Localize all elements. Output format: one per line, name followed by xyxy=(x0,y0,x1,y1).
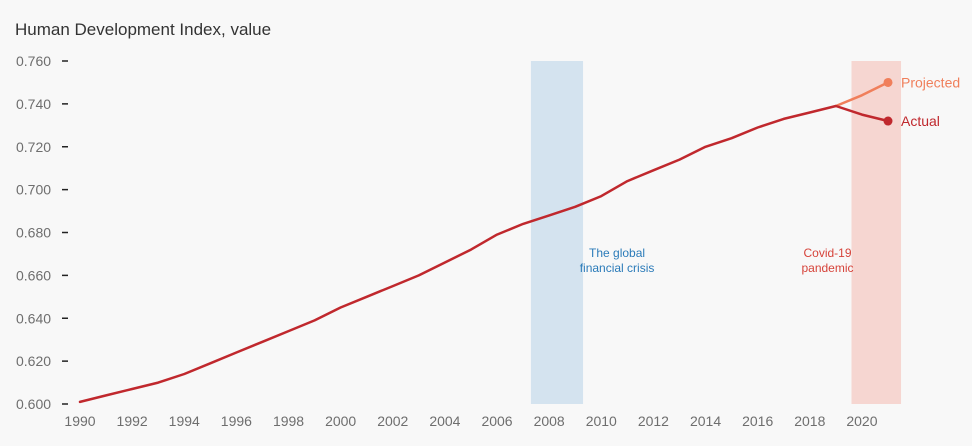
covid-pandemic-label-line: Covid-19 xyxy=(803,246,851,260)
x-tick-label: 1990 xyxy=(64,413,95,429)
x-tick-label: 2008 xyxy=(534,413,565,429)
x-tick-label: 2002 xyxy=(377,413,408,429)
projected-series-line xyxy=(834,81,890,108)
projected-legend-label: Projected xyxy=(901,74,960,90)
x-tick-label: 2018 xyxy=(794,413,825,429)
x-tick-label: 1996 xyxy=(221,413,252,429)
financial-crisis-label-line: financial crisis xyxy=(580,261,655,275)
y-tick-label: 0.640 xyxy=(16,310,51,326)
x-tick-label: 2016 xyxy=(742,413,773,429)
x-tick-label: 1992 xyxy=(117,413,148,429)
projected-end-point xyxy=(883,77,893,87)
y-tick-label: 0.760 xyxy=(16,53,51,69)
y-tick-label: 0.720 xyxy=(16,139,51,155)
x-tick-label: 2010 xyxy=(586,413,617,429)
y-tick-label: 0.620 xyxy=(16,353,51,369)
x-tick-label: 1994 xyxy=(169,413,200,429)
covid-pandemic-label-line: pandemic xyxy=(801,261,853,275)
x-tick-label: 2006 xyxy=(481,413,512,429)
financial-crisis-label-line: The global xyxy=(589,246,645,260)
actual-series-line xyxy=(78,104,890,404)
x-tick-label: 2004 xyxy=(429,413,460,429)
y-axis-title: Human Development Index, value xyxy=(15,20,271,39)
y-tick-label: 0.680 xyxy=(16,225,51,241)
x-tick-label: 2000 xyxy=(325,413,356,429)
y-tick-label: 0.700 xyxy=(16,182,51,198)
x-tick-label: 2012 xyxy=(638,413,669,429)
x-tick-label: 1998 xyxy=(273,413,304,429)
axes-layer: Human Development Index, value 0.600 0.62… xyxy=(15,20,878,429)
legend-layer: Projected Actual xyxy=(901,74,960,129)
y-tick-label: 0.660 xyxy=(16,267,51,283)
y-tick-label: 0.740 xyxy=(16,96,51,112)
x-tick-label: 2020 xyxy=(846,413,877,429)
x-tick-label: 2014 xyxy=(690,413,721,429)
y-tick-label: 0.600 xyxy=(16,396,51,412)
actual-legend-label: Actual xyxy=(901,113,940,129)
financial-crisis-band xyxy=(530,61,584,404)
actual-end-point xyxy=(883,116,893,126)
series-layer xyxy=(78,77,893,404)
